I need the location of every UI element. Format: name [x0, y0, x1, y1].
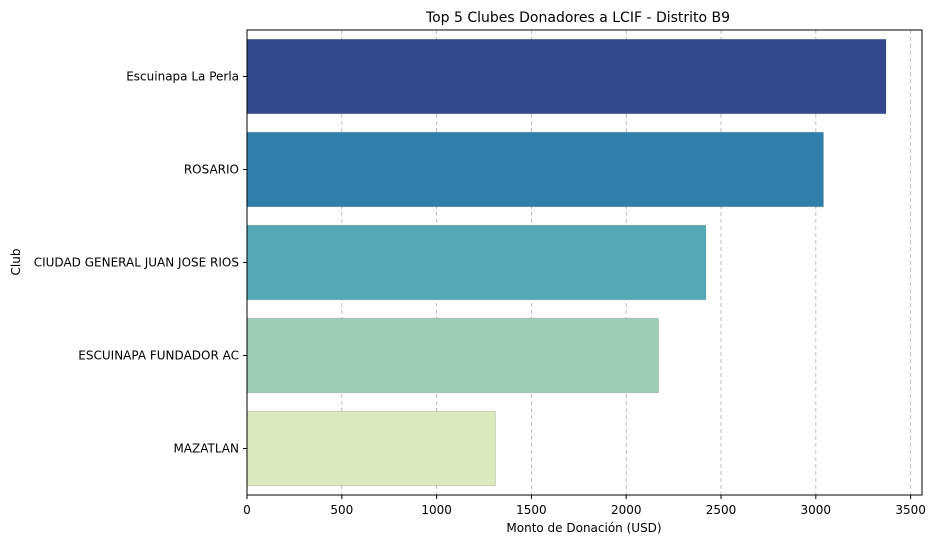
bar: [246, 131, 824, 208]
bar: [246, 38, 887, 115]
x-tick-label: 2000: [611, 503, 642, 517]
x-tick-label: 0: [243, 503, 251, 517]
x-tick-label: 3000: [801, 503, 832, 517]
bar: [246, 317, 659, 394]
y-tick-label: ROSARIO: [184, 163, 239, 177]
x-tick-label: 500: [330, 503, 353, 517]
bar: [246, 410, 496, 487]
x-axis-ticks: 0 500 1000 1500 2000 2500 3000 3500: [243, 495, 926, 517]
y-axis-label: Club: [9, 249, 23, 276]
y-tick-label: CIUDAD GENERAL JUAN JOSE RIOS: [34, 256, 239, 270]
bar: [246, 224, 707, 301]
x-tick-label: 2500: [706, 503, 737, 517]
chart-title: Top 5 Clubes Donadores a LCIF - Distrito…: [425, 10, 730, 26]
bars: [246, 38, 887, 487]
y-tick-label: MAZATLAN: [173, 442, 239, 456]
x-tick-label: 3500: [895, 503, 926, 517]
y-tick-label: ESCUINAPA FUNDADOR AC: [78, 349, 239, 363]
y-axis-ticks: Escuinapa La Perla ROSARIO CIUDAD GENERAL …: [34, 70, 247, 456]
x-axis-label: Monto de Donación (USD): [506, 521, 661, 535]
x-tick-label: 1500: [516, 503, 547, 517]
y-tick-label: Escuinapa La Perla: [126, 70, 239, 84]
x-tick-label: 1000: [421, 503, 452, 517]
